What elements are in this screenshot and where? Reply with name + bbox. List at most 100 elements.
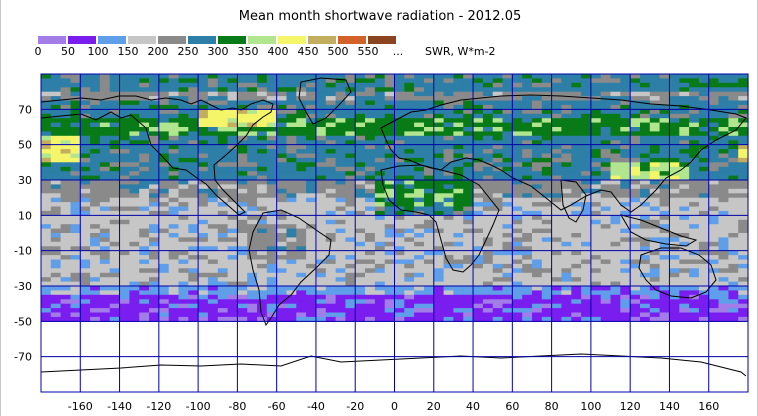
data-cell [227,184,238,190]
data-cell [610,82,621,88]
data-cell [669,74,680,79]
data-cell [257,144,268,150]
data-cell [738,78,749,84]
data-cell [119,166,130,172]
data-cell [365,290,376,296]
data-cell [404,78,415,84]
coastline-se-asia [619,214,698,247]
data-cell [188,127,199,132]
data-cell [41,210,52,216]
data-cell [306,237,317,243]
data-cell [99,255,111,261]
data-cell [433,100,445,106]
data-cell [50,157,62,163]
data-cell [482,286,494,291]
data-cell [571,210,582,216]
data-cell [90,224,101,230]
data-cell [296,175,307,181]
data-cell [139,281,150,287]
data-cell [581,131,592,137]
data-cell [689,175,700,181]
data-cell [541,78,553,84]
data-cell [492,122,504,128]
data-cell [149,166,160,172]
data-cell [492,188,504,194]
data-cell [424,272,435,278]
data-cell [296,74,307,79]
data-cell [119,246,130,252]
data-cell [178,193,189,199]
data-cell [70,113,81,119]
data-cell [345,157,356,163]
data-cell [149,109,160,115]
data-cell [266,184,278,190]
data-cell [728,206,739,212]
data-cell [80,175,91,181]
latitude-tick-label: -70 [14,351,32,364]
data-cell [335,131,346,137]
data-cell [315,153,327,159]
data-cell [217,312,229,318]
data-cell [698,96,710,102]
data-cell [237,202,248,208]
latitude-tick-label: -50 [14,315,32,328]
data-cell [345,96,356,102]
data-cell [728,237,739,243]
data-cell [158,241,170,247]
data-cell [80,171,91,177]
data-cell [433,188,445,194]
data-cell [237,299,248,305]
data-cell [502,281,513,287]
data-cell [217,166,229,172]
data-cell [561,197,572,203]
data-cell [365,206,376,212]
data-cell [659,268,670,274]
data-cell [168,228,180,234]
data-cell [659,286,670,291]
data-cell [227,78,238,84]
data-cell [728,286,739,291]
data-cell [433,286,445,291]
data-cell [502,188,513,194]
data-cell [482,294,494,300]
data-cell [571,228,582,234]
data-cell [571,202,582,208]
data-cell [109,144,121,150]
data-cell [276,294,288,300]
data-cell [443,255,454,261]
data-cell [374,233,386,238]
data-cell [561,184,572,190]
data-cell [600,224,612,230]
data-cell [571,237,582,243]
data-cell [689,202,700,208]
data-cell [335,202,346,208]
data-cell [561,272,572,278]
data-cell [109,74,121,79]
data-cell [404,206,415,212]
data-cell [492,308,504,314]
data-cell [532,82,543,88]
data-cell [109,259,121,265]
data-cell [738,290,749,296]
data-cell [168,127,180,132]
data-cell [640,74,651,79]
data-cell [139,246,150,252]
data-cell [414,246,425,252]
data-cell [306,246,317,252]
data-cell [532,272,543,278]
data-cell [698,188,710,194]
data-cell [669,184,680,190]
data-cell [640,144,651,150]
data-cell [149,215,160,221]
data-cell [561,237,572,243]
data-cell [50,206,62,212]
data-cell [41,281,52,287]
data-cell [286,149,297,155]
data-cell [247,268,258,274]
data-cell [90,82,101,88]
data-cell [463,281,474,287]
data-cell [50,91,62,97]
data-cell [247,118,258,124]
data-cell [237,188,248,194]
data-cell [473,263,484,269]
